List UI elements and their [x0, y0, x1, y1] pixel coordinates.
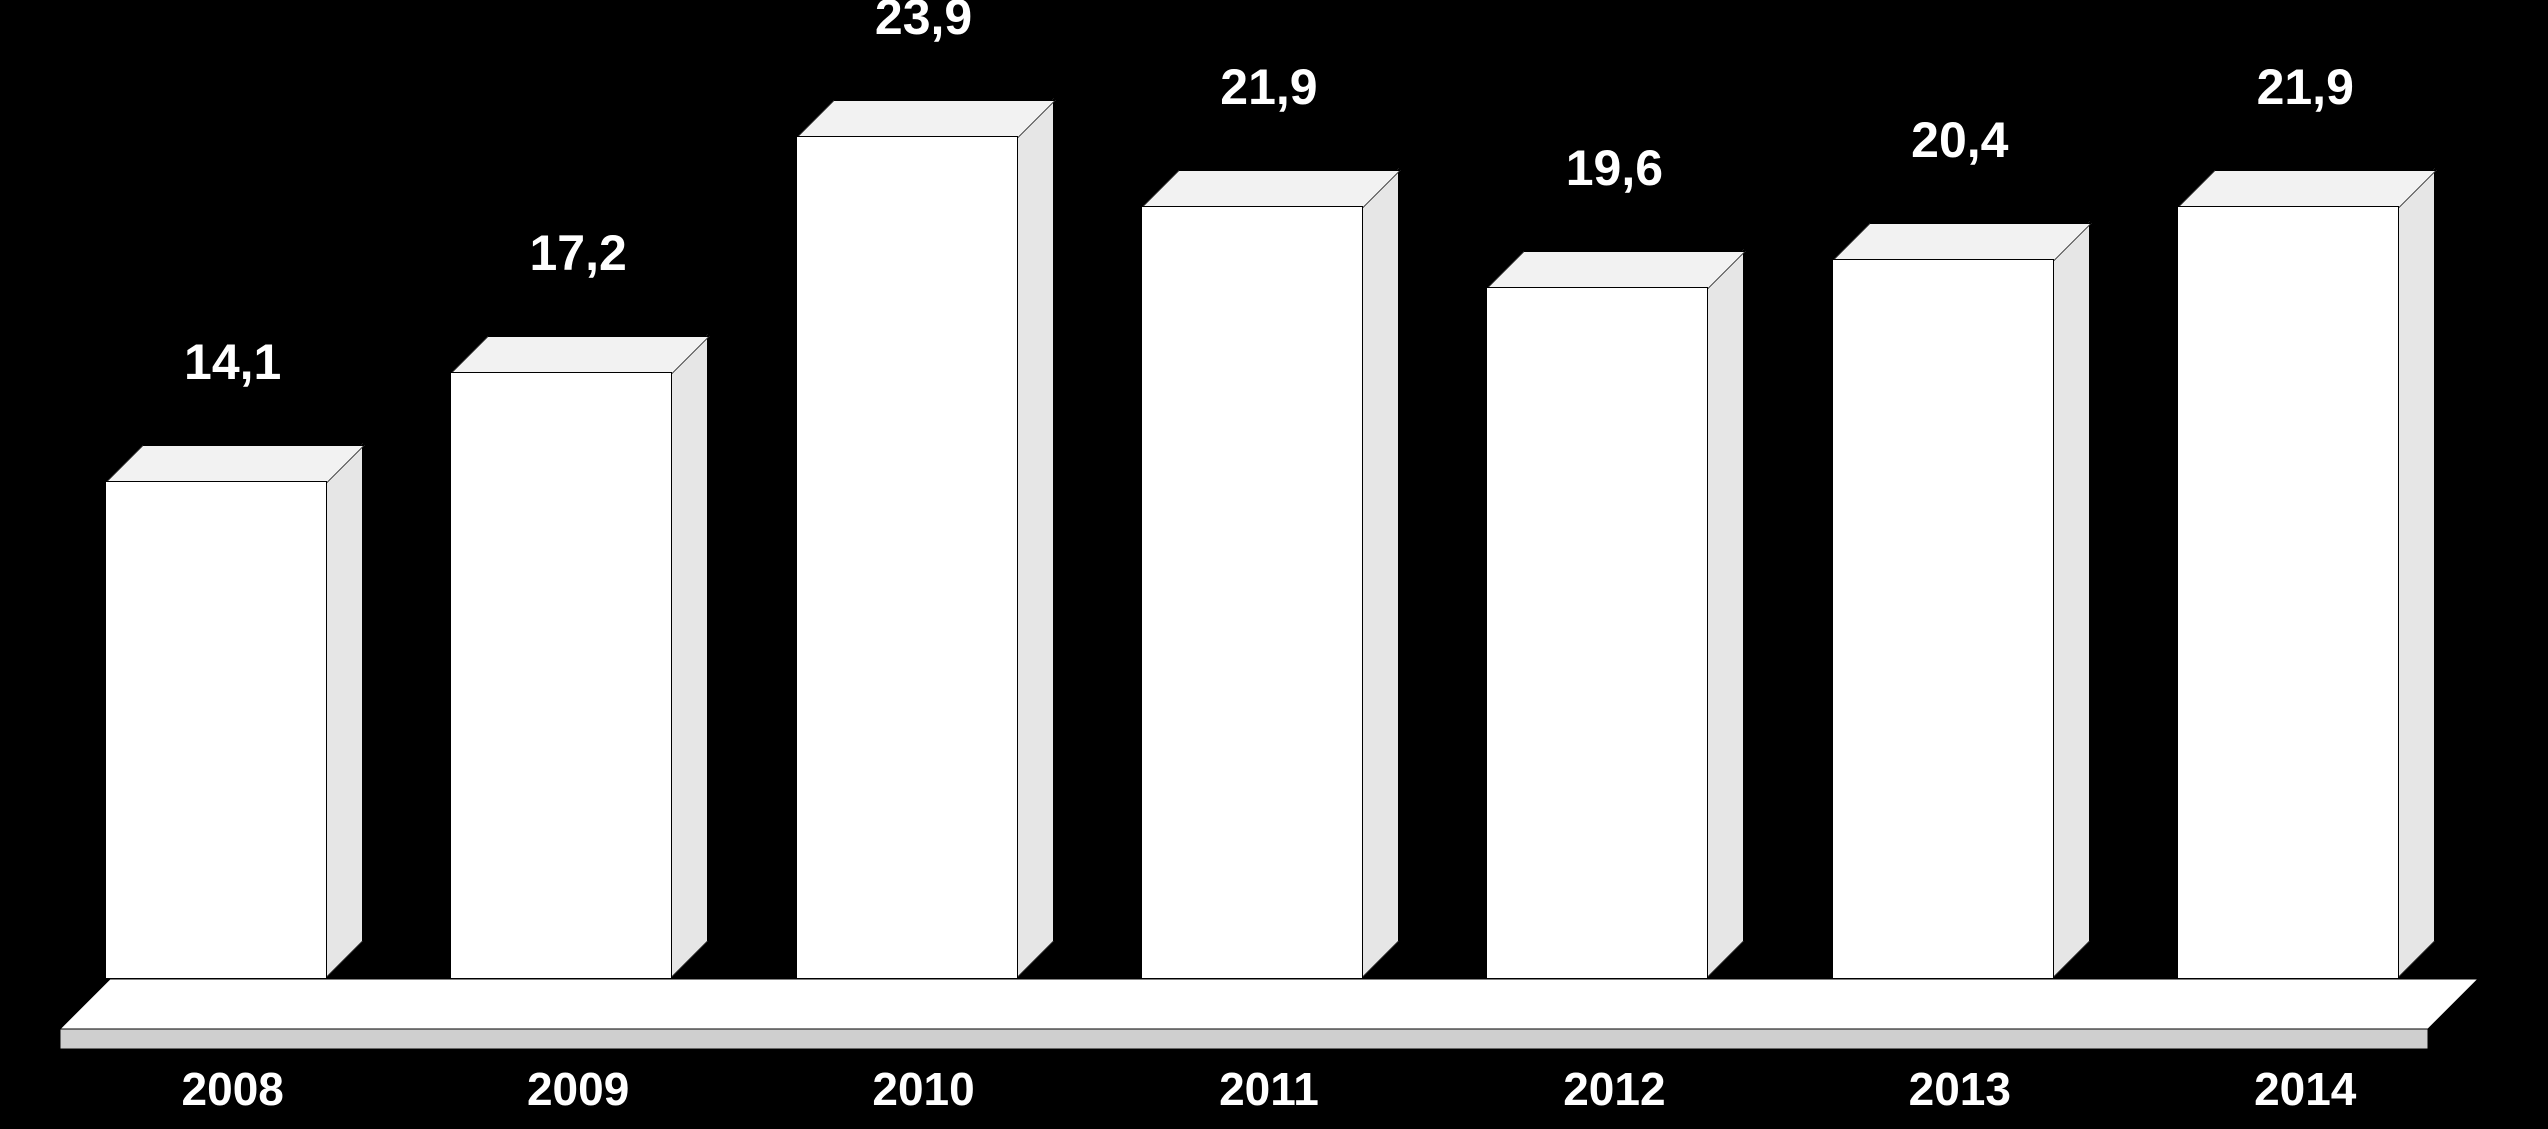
bar-slot: 20,4: [1787, 19, 2132, 979]
bar-side: [325, 443, 363, 979]
bar-value-label: 21,9: [2257, 58, 2354, 116]
chart-floor: [60, 979, 2478, 1049]
bar-slot: 21,9: [2133, 19, 2478, 979]
bar-value-label: 20,4: [1911, 111, 2008, 169]
bar-slot: 17,2: [405, 19, 750, 979]
bar-top: [1832, 223, 2092, 261]
bar: [1832, 225, 2088, 979]
x-axis-label: 2010: [751, 1049, 1096, 1129]
bar-side: [2052, 221, 2090, 979]
x-axis-label: 2011: [1096, 1049, 1441, 1129]
bar-value-label: 21,9: [1220, 58, 1317, 116]
bar-slot: 14,1: [60, 19, 405, 979]
bar-value-label: 14,1: [184, 333, 281, 391]
x-axis-label: 2014: [2133, 1049, 2478, 1129]
bar-front: [796, 136, 1018, 979]
bar-value-label: 19,6: [1566, 139, 1663, 197]
bar-slot: 19,6: [1442, 19, 1787, 979]
bar-side: [1016, 98, 1054, 979]
bar-front: [2177, 206, 2399, 979]
bars-container: 14,1 17,2 23,9 21,9 19,6 20,4 21,9: [60, 19, 2478, 979]
x-axis: 2008200920102011201220132014: [60, 1049, 2478, 1129]
bar-front: [1832, 259, 2054, 979]
x-axis-label: 2012: [1442, 1049, 1787, 1129]
bar-side: [1361, 168, 1399, 979]
bar: [796, 102, 1052, 979]
bar-top: [1141, 170, 1401, 208]
bar-value-label: 23,9: [875, 0, 972, 46]
x-axis-label: 2008: [60, 1049, 405, 1129]
x-axis-label: 2009: [405, 1049, 750, 1129]
bar-side: [1706, 249, 1744, 979]
bar: [450, 338, 706, 979]
bar-top: [1486, 251, 1746, 289]
bar-front: [450, 372, 672, 979]
bar: [1141, 172, 1397, 979]
bar-slot: 23,9: [751, 19, 1096, 979]
bar: [2177, 172, 2433, 979]
bar-top: [450, 336, 710, 374]
bar-side: [2397, 168, 2435, 979]
bar-front: [105, 481, 327, 979]
bar-slot: 21,9: [1096, 19, 1441, 979]
bar: [105, 447, 361, 979]
bar-front: [1486, 287, 1708, 979]
bar-chart-3d: 14,117,223,921,919,620,421,9 20082009201…: [0, 0, 2548, 1129]
bar-top: [796, 100, 1056, 138]
bar: [1486, 253, 1742, 979]
bar-front: [1141, 206, 1363, 979]
bar-value-label: 17,2: [529, 224, 626, 282]
x-axis-label: 2013: [1787, 1049, 2132, 1129]
bar-top: [105, 445, 365, 483]
bar-side: [670, 334, 708, 979]
bar-top: [2177, 170, 2437, 208]
